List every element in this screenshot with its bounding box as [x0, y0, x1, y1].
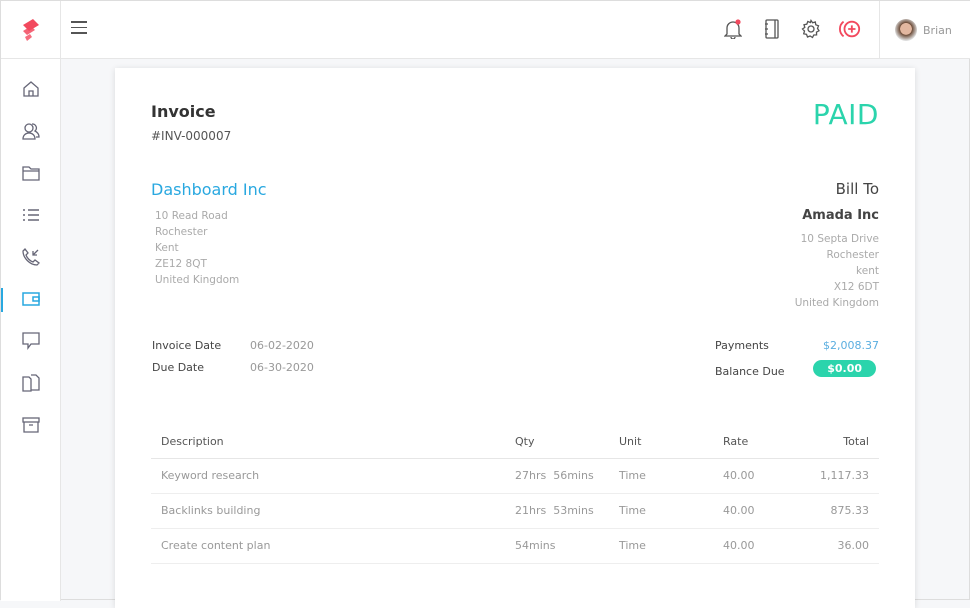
- address-line: Rochester: [826, 249, 880, 261]
- cell-description: Keyword research: [151, 458, 505, 494]
- documents-icon: [21, 374, 40, 392]
- bill-to-address: 10 Septa Drive Rochester kent X12 6DT Un…: [795, 231, 879, 311]
- cell-rate: 40.00: [713, 458, 803, 494]
- address-line: ZE12 8QT: [155, 258, 207, 270]
- address-line: X12 6DT: [833, 281, 879, 293]
- address-line: United Kingdom: [155, 274, 240, 286]
- user-name: Brian: [923, 23, 952, 37]
- invoice-card: Invoice #INV-000007 PAID Dashboard Inc 1…: [115, 68, 915, 608]
- chat-icon: [21, 332, 40, 350]
- avatar: [895, 19, 917, 41]
- gear-icon[interactable]: [800, 17, 822, 41]
- invoice-number: #INV-000007: [151, 129, 232, 143]
- cell-description: Backlinks building: [151, 493, 505, 529]
- table-header: Description Qty Unit Rate Total: [151, 426, 879, 459]
- top-bar: Brian: [1, 1, 970, 59]
- col-rate: Rate: [713, 426, 803, 459]
- col-unit: Unit: [609, 426, 713, 459]
- from-address: 10 Read Road Rochester Kent ZE12 8QT Uni…: [155, 208, 239, 288]
- sidebar-item-contacts[interactable]: [1, 110, 60, 152]
- address-line: 10 Read Road: [155, 210, 228, 222]
- home-icon: [22, 81, 39, 97]
- invoice-date-label: Invoice Date: [152, 339, 222, 352]
- bill-to-label: Bill To: [835, 180, 879, 198]
- bill-to-company: Amada Inc: [802, 208, 879, 223]
- cell-total: 1,117.33: [803, 458, 879, 494]
- cell-qty: 27hrs 56mins: [505, 458, 609, 494]
- address-line: United Kingdom: [794, 297, 879, 309]
- col-qty: Qty: [505, 426, 609, 459]
- from-company: Dashboard Inc: [151, 180, 267, 199]
- contacts-icon: [21, 123, 40, 140]
- folder-icon: [21, 166, 40, 181]
- logo[interactable]: [1, 1, 61, 59]
- call-incoming-icon: [21, 248, 40, 266]
- table-row: Keyword research 27hrs 56mins Time 40.00…: [151, 458, 879, 494]
- cell-qty: 21hrs 53mins: [505, 493, 609, 529]
- sidebar: [1, 59, 61, 601]
- cell-description: Create content plan: [151, 528, 505, 564]
- address-line: Rochester: [155, 226, 208, 238]
- add-circle-icon[interactable]: [839, 17, 861, 41]
- cell-rate: 40.00: [713, 493, 803, 529]
- address-line: kent: [856, 265, 879, 277]
- sidebar-item-chat[interactable]: [1, 320, 60, 362]
- sidebar-item-wallet[interactable]: [1, 278, 60, 320]
- cell-unit: Time: [609, 458, 713, 494]
- col-total: Total: [803, 426, 879, 459]
- line-items-table: Description Qty Unit Rate Total Keyword …: [151, 426, 879, 564]
- table-row: Create content plan 54mins Time 40.00 36…: [151, 528, 879, 564]
- invoice-date: 06-02-2020: [250, 339, 314, 352]
- bell-icon[interactable]: [722, 17, 744, 41]
- sidebar-item-calls[interactable]: [1, 236, 60, 278]
- logo-icon: [22, 19, 39, 41]
- archive-icon: [21, 417, 40, 433]
- due-date: 06-30-2020: [250, 361, 314, 374]
- wallet-icon: [21, 292, 40, 306]
- cell-total: 36.00: [803, 528, 879, 564]
- sidebar-item-list[interactable]: [1, 194, 60, 236]
- cell-qty: 54mins: [505, 528, 609, 564]
- sidebar-item-home[interactable]: [1, 68, 60, 110]
- list-icon: [22, 209, 39, 221]
- payments-amount: $2,008.37: [823, 339, 879, 352]
- col-description: Description: [151, 426, 505, 459]
- cell-unit: Time: [609, 493, 713, 529]
- notebook-icon[interactable]: [761, 17, 783, 41]
- address-line: 10 Septa Drive: [800, 233, 879, 245]
- cell-rate: 40.00: [713, 528, 803, 564]
- user-menu[interactable]: Brian: [879, 1, 970, 59]
- table-row: Backlinks building 21hrs 53mins Time 40.…: [151, 493, 879, 529]
- payments-label: Payments: [715, 339, 769, 352]
- balance-due-label: Balance Due: [715, 365, 785, 378]
- menu-toggle-icon[interactable]: [71, 21, 87, 35]
- address-line: Kent: [155, 242, 179, 254]
- status-badge: PAID: [812, 98, 879, 131]
- sidebar-item-archive[interactable]: [1, 404, 60, 446]
- sidebar-item-documents[interactable]: [1, 362, 60, 404]
- due-date-label: Due Date: [152, 361, 204, 374]
- cell-total: 875.33: [803, 493, 879, 529]
- invoice-title: Invoice: [151, 102, 216, 121]
- sidebar-item-folder[interactable]: [1, 152, 60, 194]
- cell-unit: Time: [609, 528, 713, 564]
- balance-due-badge: $0.00: [813, 360, 876, 377]
